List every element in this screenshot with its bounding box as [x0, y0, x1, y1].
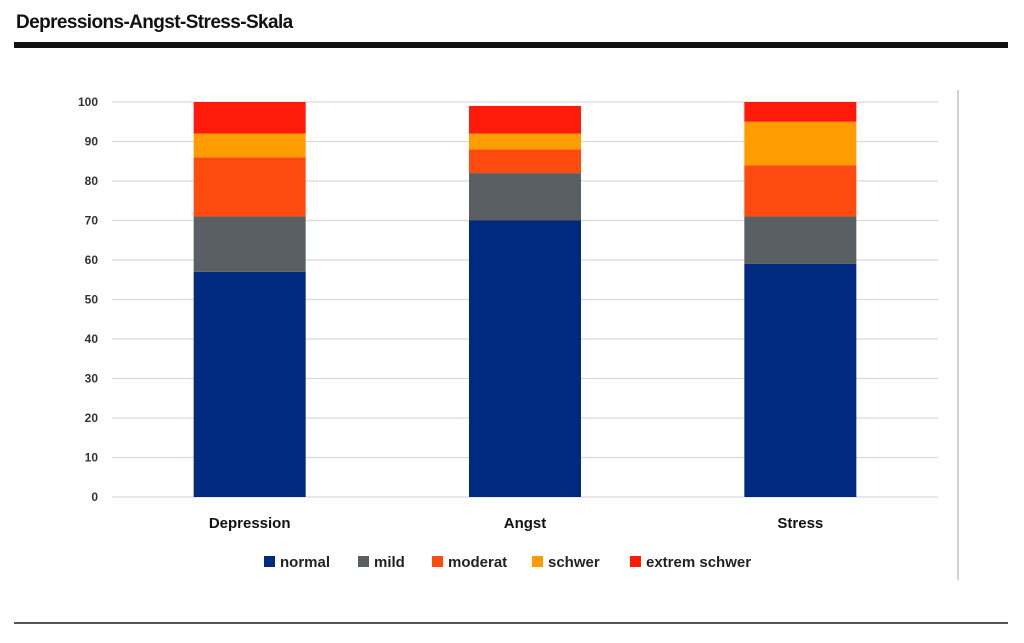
legend-swatch [532, 556, 543, 567]
bar-segment-mild-stress [744, 216, 857, 264]
legend-swatch [264, 556, 275, 567]
y-tick-label: 80 [85, 174, 99, 188]
bar-segment-moderat-stress [744, 165, 857, 217]
category-label: Angst [504, 515, 547, 532]
y-tick-label: 90 [85, 135, 99, 149]
bar-segment-normal-depression [193, 271, 306, 497]
y-tick-label: 60 [85, 253, 99, 267]
legend-label: schwer [548, 554, 600, 571]
bar-segment-moderat-depression [193, 157, 306, 217]
y-tick-label: 50 [85, 293, 99, 307]
bar-segment-schwer-angst [469, 133, 581, 150]
legend-swatch [630, 556, 641, 567]
y-tick-label: 30 [85, 372, 99, 386]
bar-segment-normal-stress [744, 263, 857, 497]
bar-segment-extrem-schwer-angst [469, 105, 581, 134]
legend-label: moderat [448, 554, 507, 571]
category-label: Stress [777, 515, 823, 532]
y-tick-label: 70 [85, 214, 99, 228]
bars [193, 102, 857, 497]
y-axis-ticks: 0 10 20 30 40 50 60 70 80 90 100 [78, 95, 98, 504]
x-axis-labels: Depression Angst Stress [209, 515, 823, 532]
bar-segment-mild-angst [469, 173, 581, 221]
bar-segment-extrem-schwer-depression [193, 102, 306, 134]
y-tick-label: 10 [85, 451, 99, 465]
top-divider [14, 42, 1008, 48]
y-tick-label: 0 [91, 490, 98, 504]
bar-segment-schwer-stress [744, 121, 857, 166]
bottom-divider [14, 622, 1008, 624]
legend-label: mild [374, 554, 405, 571]
bar-segment-moderat-angst [469, 149, 581, 174]
bar-segment-schwer-depression [193, 133, 306, 158]
chart-right-border [957, 90, 959, 580]
bar-segment-mild-depression [193, 216, 306, 272]
legend-label: normal [280, 554, 330, 571]
legend-swatch [358, 556, 369, 567]
page-title: Depressions-Angst-Stress-Skala [16, 12, 293, 33]
y-tick-label: 40 [85, 332, 99, 346]
legend-label: extrem schwer [646, 554, 751, 571]
bar-segment-extrem-schwer-stress [744, 102, 857, 122]
bar-segment-normal-angst [469, 220, 581, 497]
y-tick-label: 100 [78, 95, 98, 109]
y-tick-label: 20 [85, 411, 99, 425]
legend-swatch [432, 556, 443, 567]
category-label: Depression [209, 515, 291, 532]
legend: normal mild moderat schwer extrem schwer [264, 554, 751, 571]
